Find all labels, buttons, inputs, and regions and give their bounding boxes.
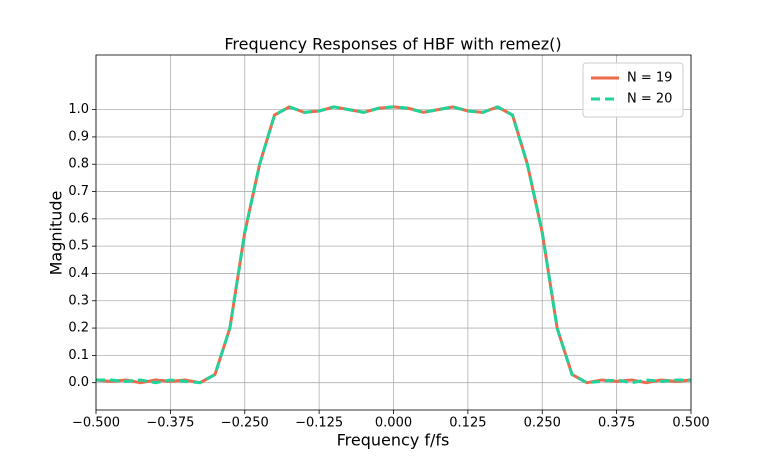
x-tick-label: −0.125 [295,416,343,431]
y-tick-label: 0.1 [68,348,89,363]
y-tick-label: 0.0 [68,375,89,390]
x-tick-label: 0.375 [598,416,635,431]
x-tick-label: 0.125 [449,416,486,431]
y-axis-label: Magnitude [47,191,66,276]
y-tick-label: 0.5 [68,239,89,254]
x-axis-label: Frequency f/fs [337,431,450,450]
y-tick-label: 0.7 [68,184,89,199]
y-tick-label: 0.8 [68,157,89,172]
chart-title: Frequency Responses of HBF with remez() [224,35,561,54]
x-tick-label: 0.250 [524,416,561,431]
plot-frame [95,54,692,411]
y-tick-label: 1.0 [68,102,89,117]
y-tick-label: 0.4 [68,266,89,281]
x-tick-label: −0.250 [221,416,269,431]
legend-label: N = 20 [627,92,672,107]
y-tick-label: 0.3 [68,293,89,308]
x-tick-label: 0.500 [672,416,709,431]
x-tick-label: −0.500 [72,416,120,431]
x-tick-label: −0.375 [146,416,194,431]
y-tick-label: 0.9 [68,129,89,144]
y-tick-label: 0.2 [68,321,89,336]
y-tick-label: 0.6 [68,211,89,226]
line-series [96,105,691,385]
legend-label: N = 19 [627,71,672,86]
x-tick-label: 0.000 [375,416,412,431]
